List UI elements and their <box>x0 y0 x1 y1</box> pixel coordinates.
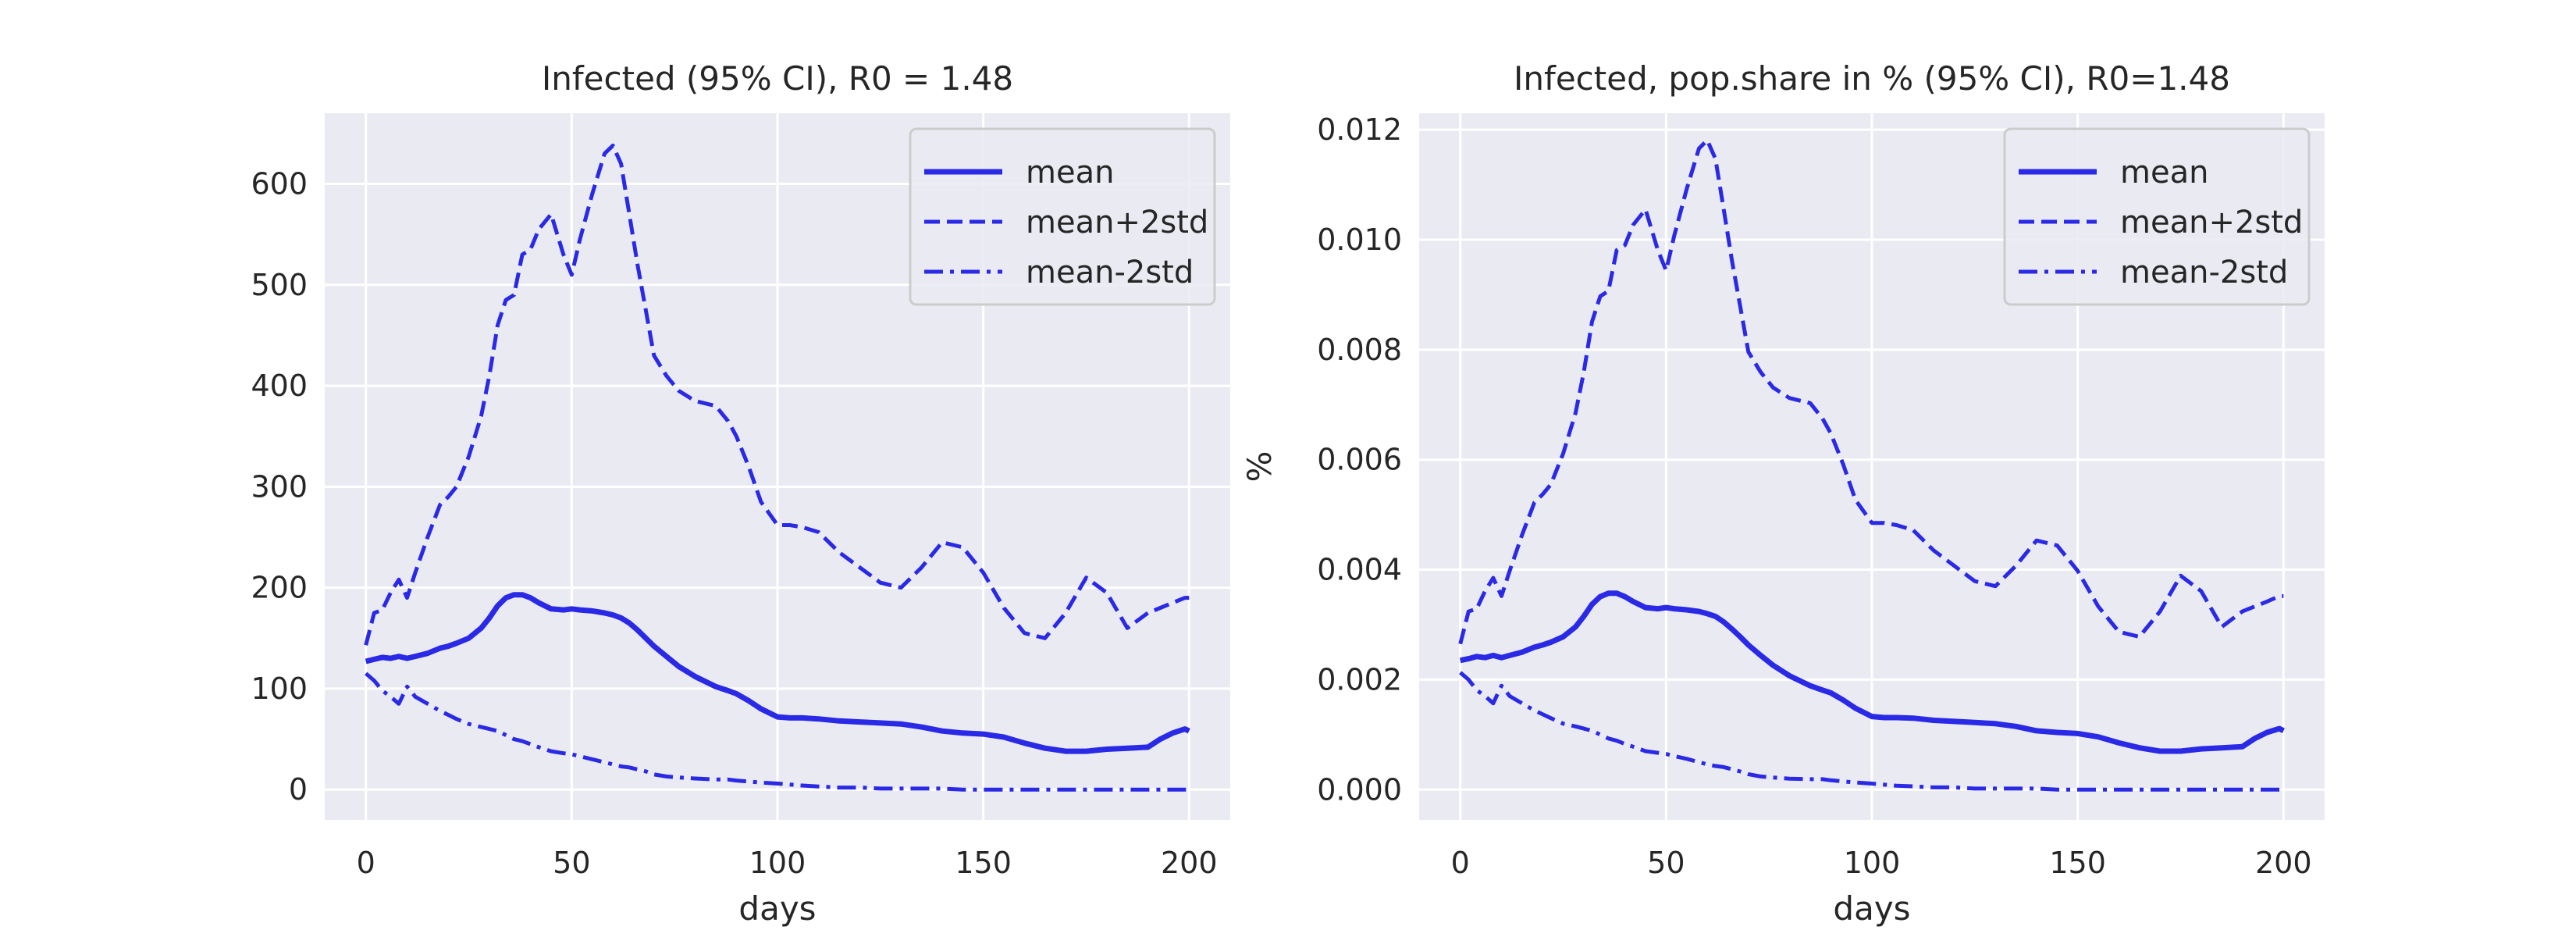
x-tick-label: 0 <box>1451 846 1470 880</box>
y-tick-label: 400 <box>251 369 308 403</box>
y-axis-label: % <box>1240 451 1279 483</box>
x-tick-label: 200 <box>2255 846 2312 880</box>
chart-title: Infected (95% CI), R0 = 1.48 <box>542 59 1013 98</box>
chart-title: Infected, pop.share in % (95% CI), R0=1.… <box>1514 59 2230 98</box>
y-tick-label: 0.010 <box>1317 223 1402 257</box>
series-mean-line <box>1459 590 2285 754</box>
x-axis-label: days <box>1833 889 1910 928</box>
y-tick-label: 500 <box>251 268 308 302</box>
y-tick-label: 300 <box>251 469 308 504</box>
x-tick-label: 100 <box>1844 846 1901 880</box>
x-tick-label: 150 <box>2049 846 2106 880</box>
x-tick-label: 0 <box>357 846 375 880</box>
y-tick-label: 100 <box>251 672 308 706</box>
y-tick-label: 0.002 <box>1317 662 1402 697</box>
y-tick-label: 0.006 <box>1317 443 1402 477</box>
legend-label-mean-2std: mean+2std <box>1026 205 1208 240</box>
x-axis-label: days <box>738 889 816 928</box>
x-tick-label: 50 <box>553 846 590 880</box>
series-mean-2std-line <box>365 672 1190 792</box>
infected-share-panel: 0.000 0.002 0.004 0.006 0.008 0.010 0.012 0 50 10… <box>1240 59 2325 928</box>
y-tick-label: 600 <box>251 167 308 201</box>
x-tick-label: 100 <box>749 846 806 880</box>
legend-label-mean-2std: mean+2std <box>2120 205 2303 240</box>
series-mean-2std-line <box>1459 671 2284 792</box>
legend-label-mean: mean <box>1026 155 1114 191</box>
y-tick-label: 0.004 <box>1317 553 1402 587</box>
y-tick-label: 0.012 <box>1317 112 1402 147</box>
series-mean-2std-line <box>364 143 1190 646</box>
y-tick-label: 0.000 <box>1317 772 1402 807</box>
y-tick-label: 0 <box>289 772 308 807</box>
series-mean-line <box>365 592 1190 754</box>
x-tick-label: 200 <box>1161 846 1218 880</box>
series-mean-2std-line <box>1458 138 2284 645</box>
x-tick-label: 50 <box>1647 846 1685 880</box>
infected-count-panel: 0 100 200 300 400 500 600 0 50 100 150 200 Infected … <box>251 59 1230 928</box>
legend-label-mean-2std: mean-2std <box>1026 255 1194 290</box>
y-tick-label: 0.008 <box>1317 333 1402 367</box>
legend-label-mean-2std: mean-2std <box>2120 255 2288 290</box>
x-tick-label: 150 <box>955 846 1012 880</box>
y-tick-label: 200 <box>251 571 308 605</box>
legend-label-mean: mean <box>2120 155 2208 191</box>
